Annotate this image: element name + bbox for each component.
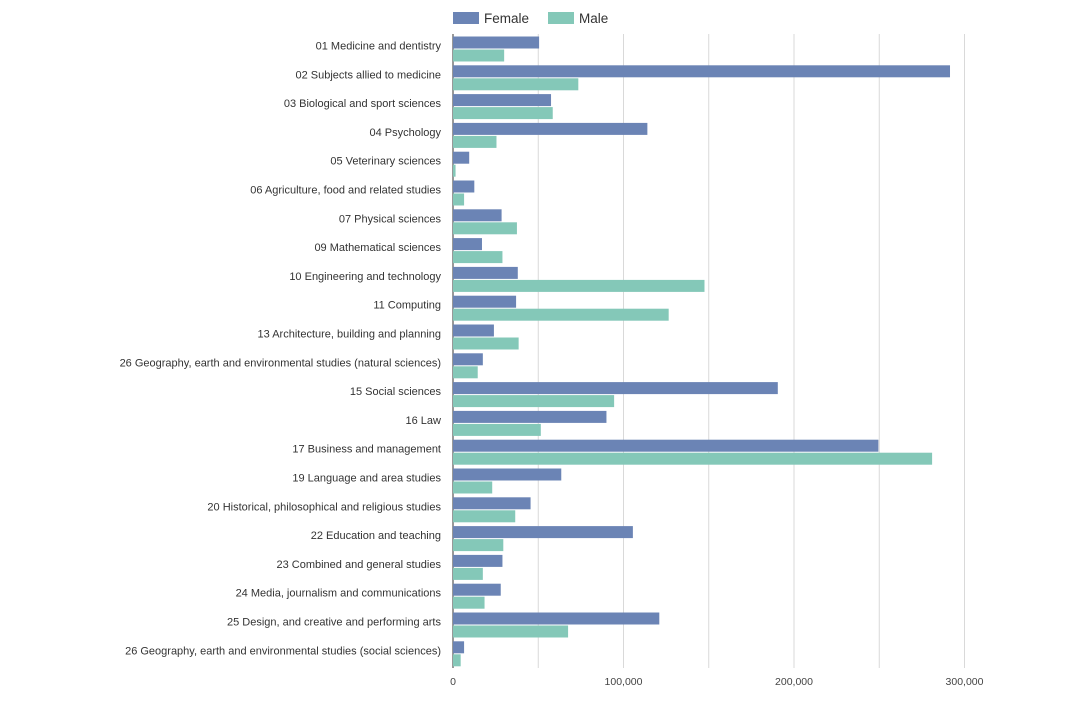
category-label: 25 Design, and creative and performing a… (227, 617, 442, 629)
bar-female[interactable] (453, 266, 518, 279)
bar-male[interactable] (453, 279, 705, 292)
bar-male[interactable] (453, 395, 615, 408)
x-tick-label: 0 (450, 676, 456, 688)
category-label: 07 Physical sciences (339, 213, 442, 225)
bar-male[interactable] (453, 135, 497, 148)
bar-male[interactable] (453, 481, 493, 494)
legend[interactable]: Female Male (453, 11, 608, 26)
x-tick-label: 200,000 (775, 676, 813, 688)
bar-female[interactable] (453, 238, 482, 251)
category-labels: 01 Medicine and dentistry 02 Subjects all… (120, 41, 442, 658)
category-label: 10 Engineering and technology (289, 271, 441, 283)
bar-male[interactable] (453, 654, 461, 667)
category-label: 05 Veterinary sciences (330, 156, 441, 168)
bar-female[interactable] (453, 122, 648, 135)
bar-female[interactable] (453, 151, 470, 164)
bar-female[interactable] (453, 295, 517, 308)
legend-item[interactable]: Female (453, 11, 529, 26)
bar-male[interactable] (453, 366, 478, 379)
bar-male[interactable] (453, 78, 579, 91)
bar-female[interactable] (453, 36, 540, 49)
bar-male[interactable] (453, 251, 503, 264)
category-label: 09 Mathematical sciences (314, 242, 441, 254)
category-label: 23 Combined and general studies (276, 559, 441, 571)
category-label: 01 Medicine and dentistry (316, 41, 442, 53)
category-label: 20 Historical, philosophical and religio… (207, 501, 441, 513)
legend-label: Male (579, 11, 608, 26)
category-label: 24 Media, journalism and communications (236, 588, 442, 600)
bar-male[interactable] (453, 539, 504, 552)
bar-female[interactable] (453, 353, 483, 366)
bar-female[interactable] (453, 641, 465, 654)
category-label: 04 Psychology (369, 127, 441, 139)
category-label: 06 Agriculture, food and related studies (250, 185, 441, 197)
category-label: 26 Geography, earth and environmental st… (125, 645, 441, 657)
bar-female[interactable] (453, 410, 607, 423)
bar-female[interactable] (453, 209, 502, 222)
bar-female[interactable] (453, 583, 501, 596)
bar-male[interactable] (453, 49, 505, 62)
category-label: 19 Language and area studies (292, 473, 441, 485)
x-tick-label: 100,000 (605, 676, 643, 688)
bar-male[interactable] (453, 193, 465, 206)
category-label: 22 Education and teaching (311, 530, 441, 542)
bar-male[interactable] (453, 423, 541, 436)
category-label: 16 Law (406, 415, 442, 427)
bar-female[interactable] (453, 497, 531, 510)
category-label: 02 Subjects allied to medicine (295, 69, 441, 81)
bar-male[interactable] (453, 222, 517, 235)
bars (453, 36, 951, 667)
bar-male[interactable] (453, 452, 933, 465)
category-label: 11 Computing (373, 300, 441, 312)
bar-female[interactable] (453, 382, 778, 395)
bar-female[interactable] (453, 468, 562, 481)
bar-male[interactable] (453, 596, 485, 609)
bar-female[interactable] (453, 439, 879, 452)
bar-male[interactable] (453, 107, 553, 120)
category-label: 03 Biological and sport sciences (284, 98, 442, 110)
category-label: 26 Geography, earth and environmental st… (120, 357, 441, 369)
bar-male[interactable] (453, 164, 456, 177)
bar-female[interactable] (453, 554, 503, 567)
bar-male[interactable] (453, 567, 483, 580)
bar-female[interactable] (453, 65, 951, 78)
legend-swatch (453, 12, 479, 24)
bar-female[interactable] (453, 526, 633, 539)
category-label: 13 Architecture, building and planning (258, 329, 441, 341)
bar-male[interactable] (453, 337, 519, 350)
bar-female[interactable] (453, 612, 660, 625)
category-label: 15 Social sciences (350, 386, 442, 398)
bar-female[interactable] (453, 180, 475, 193)
bar-male[interactable] (453, 625, 569, 638)
x-tick-label: 300,000 (946, 676, 984, 688)
legend-label: Female (484, 11, 529, 26)
bar-male[interactable] (453, 308, 669, 321)
bar-female[interactable] (453, 324, 494, 337)
bar-male[interactable] (453, 510, 516, 523)
legend-swatch (548, 12, 574, 24)
bar-female[interactable] (453, 94, 552, 107)
category-label: 17 Business and management (292, 444, 441, 456)
legend-item[interactable]: Male (548, 11, 608, 26)
x-tick-labels: 0 100,000 200,000 300,000 (450, 676, 984, 688)
